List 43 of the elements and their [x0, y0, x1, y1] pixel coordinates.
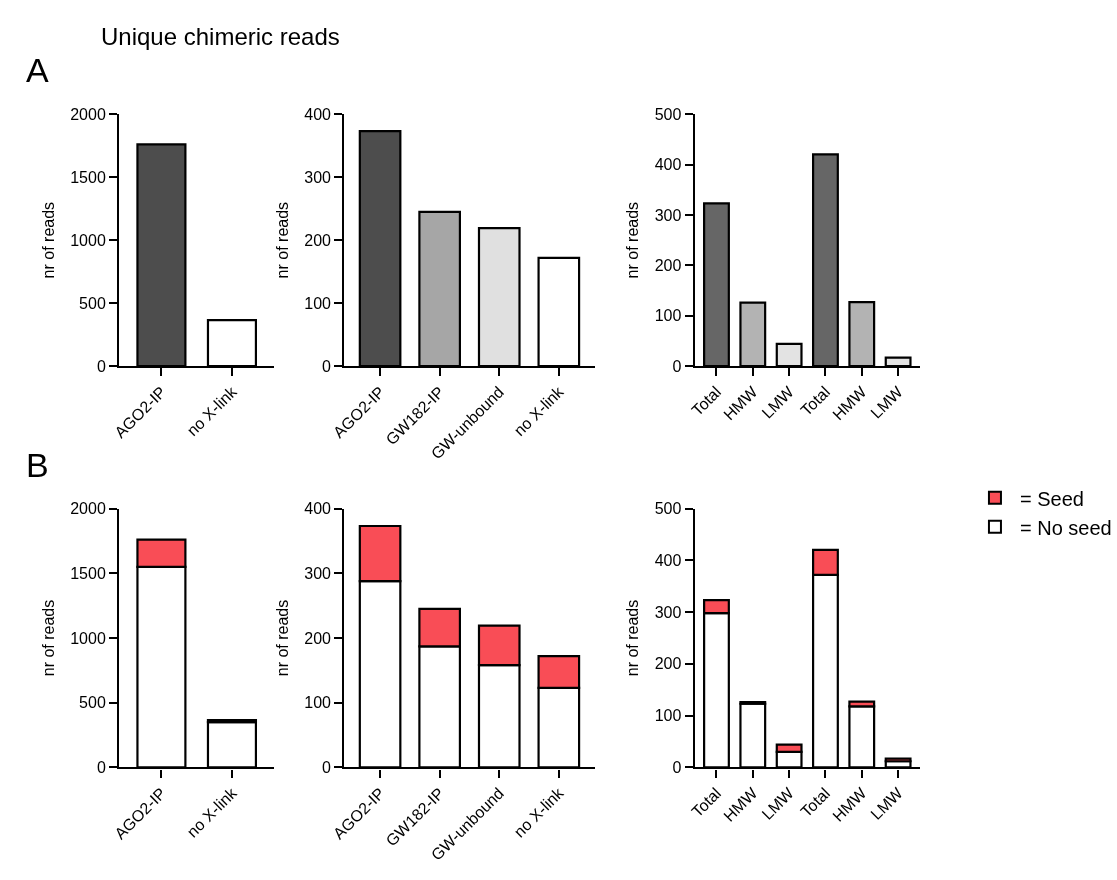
y-tick-label: 500: [79, 294, 106, 312]
chart-title: Unique chimeric reads: [101, 23, 340, 50]
y-tick-label: 1500: [70, 168, 106, 186]
y-tick-label: 300: [304, 564, 332, 582]
y-tick-label: 0: [672, 357, 682, 375]
y-tick-label: 100: [304, 694, 332, 712]
y-tick-label: 2000: [70, 500, 106, 518]
y-tick-label: 200: [304, 231, 332, 249]
y-tick-label: 0: [96, 357, 106, 375]
y-tick-label: 1000: [70, 629, 106, 647]
y-tick-label: 200: [654, 655, 682, 673]
y-tick-label: 1500: [70, 564, 106, 582]
y-tick-label: 500: [654, 105, 682, 123]
y-tick-label: 400: [304, 500, 332, 518]
y-axis-title: nr of reads: [273, 599, 291, 677]
y-tick-label: 400: [654, 156, 682, 174]
y-axis-title: nr of reads: [39, 599, 57, 677]
y-tick-label: 100: [654, 307, 682, 325]
text: A: [26, 51, 49, 89]
text: B: [26, 446, 49, 484]
y-tick-label: 1000: [70, 231, 106, 249]
y-axis-title: nr of reads: [39, 201, 57, 279]
y-tick-label: 2000: [70, 105, 106, 123]
y-axis-title: nr of reads: [624, 201, 642, 279]
y-tick-label: 500: [79, 694, 106, 712]
y-tick-label: 300: [654, 206, 682, 224]
y-tick-label: 0: [96, 759, 106, 777]
legend-label: = No seed: [1019, 516, 1112, 539]
y-tick-label: 200: [304, 629, 332, 647]
y-tick-label: 500: [654, 500, 682, 518]
y-tick-label: 100: [304, 294, 332, 312]
y-tick-label: 300: [654, 603, 682, 621]
y-tick-label: 0: [322, 759, 332, 777]
y-tick-label: 400: [304, 105, 332, 123]
y-axis-title: nr of reads: [273, 201, 291, 279]
legend-label: = Seed: [1019, 487, 1084, 510]
y-tick-label: 400: [654, 551, 682, 569]
y-tick-label: 0: [672, 759, 682, 777]
y-tick-label: 300: [304, 168, 332, 186]
y-tick-label: 100: [654, 707, 682, 725]
y-axis-title: nr of reads: [624, 599, 642, 677]
y-tick-label: 200: [654, 256, 682, 274]
y-tick-label: 0: [322, 357, 332, 375]
